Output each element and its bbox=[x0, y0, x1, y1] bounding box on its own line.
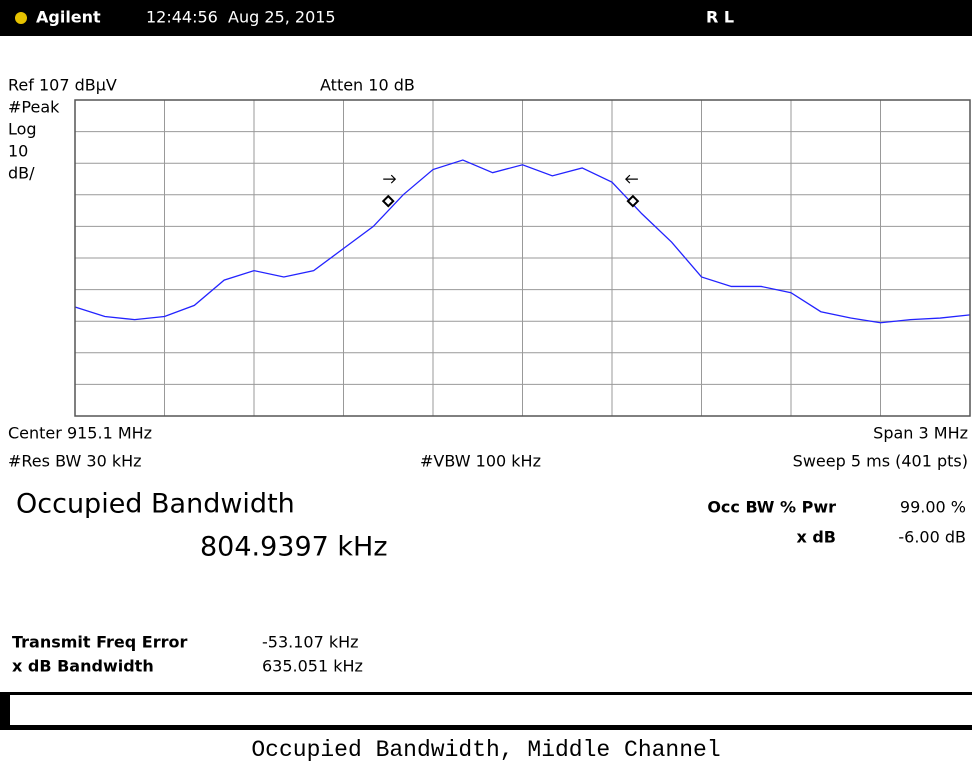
result-title: Occupied Bandwidth bbox=[16, 489, 295, 520]
div: 10 bbox=[8, 142, 28, 161]
detector: #Peak bbox=[8, 98, 60, 117]
pwr-label: Occ BW % Pwr bbox=[707, 498, 836, 517]
obw-value: 804.9397 kHz bbox=[200, 532, 388, 563]
scale: Log bbox=[8, 120, 37, 139]
marker-arrow bbox=[383, 174, 397, 184]
datetime: 12:44:56 Aug 25, 2015 bbox=[146, 8, 336, 27]
xdb-value: -6.00 dB bbox=[898, 528, 966, 547]
plot bbox=[74, 100, 971, 416]
vbw: #VBW 100 kHz bbox=[420, 452, 541, 471]
plot-frame bbox=[74, 99, 971, 417]
span: Span 3 MHz bbox=[873, 424, 968, 443]
sweep: Sweep 5 ms (401 pts) bbox=[793, 452, 968, 471]
div-unit: dB/ bbox=[8, 164, 35, 183]
xbw-label: x dB Bandwidth bbox=[12, 657, 154, 676]
mode: R L bbox=[706, 8, 734, 27]
trace bbox=[74, 159, 971, 324]
marker bbox=[381, 194, 395, 208]
rbw: #Res BW 30 kHz bbox=[8, 452, 142, 471]
center: Center 915.1 MHz bbox=[8, 424, 152, 443]
tfe-label: Transmit Freq Error bbox=[12, 633, 188, 652]
atten: Atten 10 dB bbox=[320, 76, 415, 95]
ref-level: Ref 107 dBμV bbox=[8, 76, 117, 95]
xdb-label: x dB bbox=[796, 528, 836, 547]
header-bar bbox=[0, 0, 972, 36]
xbw-value: 635.051 kHz bbox=[262, 657, 363, 676]
caption: Occupied Bandwidth, Middle Channel bbox=[251, 737, 720, 763]
input-box bbox=[10, 695, 972, 725]
marker bbox=[626, 194, 640, 208]
pwr-value: 99.00 % bbox=[900, 498, 966, 517]
logo bbox=[15, 12, 27, 24]
brand: Agilent bbox=[36, 8, 101, 27]
marker-arrow bbox=[625, 174, 638, 184]
tfe-value: -53.107 kHz bbox=[262, 633, 359, 652]
